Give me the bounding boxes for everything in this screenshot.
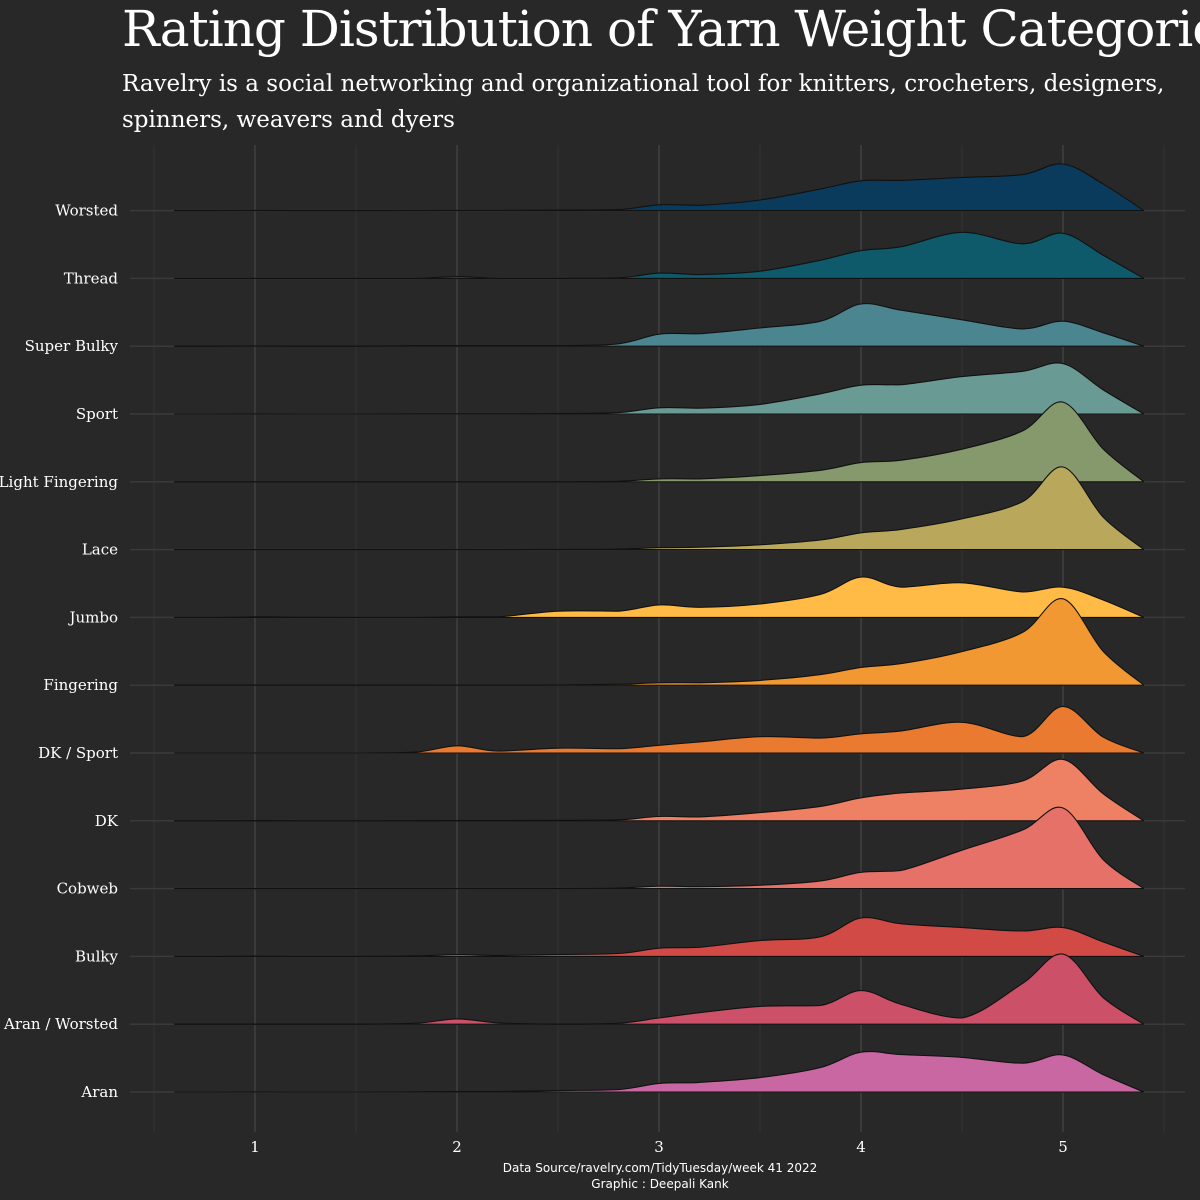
ridge-area-dk (174, 759, 1144, 821)
ridge-area-lace (174, 466, 1144, 550)
ridge-area-cobweb (174, 807, 1144, 889)
x-tick-label: 1 (250, 1138, 260, 1156)
ridges (174, 163, 1145, 1093)
ridge-area-fingering (174, 598, 1144, 686)
y-tick-label: DK (95, 812, 119, 830)
y-tick-label: DK / Sport (38, 744, 118, 762)
x-tick-label: 4 (856, 1138, 866, 1156)
y-tick-label: Cobweb (57, 880, 118, 898)
x-tick-label: 2 (452, 1138, 462, 1156)
y-tick-label: Aran (80, 1083, 118, 1101)
y-tick-label: Lace (82, 541, 118, 559)
x-axis-labels: 1 2 3 4 5 (250, 1138, 1068, 1156)
y-tick-label: Jumbo (67, 608, 118, 626)
ridge-area-sport (174, 362, 1144, 414)
y-tick-label: Super Bulky (25, 337, 119, 355)
y-tick-label: Aran / Worsted (3, 1015, 118, 1033)
data-source: Data Source/ravelry.com/TidyTuesday/week… (502, 1161, 818, 1175)
y-tick-label: Worsted (55, 202, 118, 220)
chart-title: Rating Distribution of Yarn Weight Categ… (122, 0, 1200, 58)
ridge-area-dk-sport (174, 706, 1144, 753)
y-tick-label: Sport (76, 405, 118, 423)
ridge-area-bulky (174, 917, 1144, 957)
ridge-area-aran (174, 1051, 1144, 1092)
ridge-area-worsted (174, 163, 1144, 211)
x-tick-label: 5 (1058, 1138, 1068, 1156)
y-tick-label: Thread (64, 269, 119, 287)
ridge-area-aran-worsted (174, 953, 1144, 1025)
y-axis-labels: Worsted Thread Super Bulky Sport Light Finge… (0, 202, 119, 1101)
y-tick-label: Fingering (43, 676, 118, 694)
graphic-credit: Graphic : Deepali Kank (591, 1177, 729, 1191)
ridge-area-light-fingering (174, 401, 1144, 482)
caption: Data Source/ravelry.com/TidyTuesday/week… (400, 1160, 920, 1192)
x-tick-label: 3 (654, 1138, 664, 1156)
ridge-area-super-bulky (174, 303, 1144, 347)
chart-subtitle: Ravelry is a social networking and organ… (122, 71, 1165, 133)
ridge-area-jumbo (174, 577, 1144, 618)
y-tick-label: Bulky (75, 947, 119, 965)
y-tick-label: Light Fingering (0, 473, 118, 491)
ridge-area-thread (174, 232, 1144, 279)
